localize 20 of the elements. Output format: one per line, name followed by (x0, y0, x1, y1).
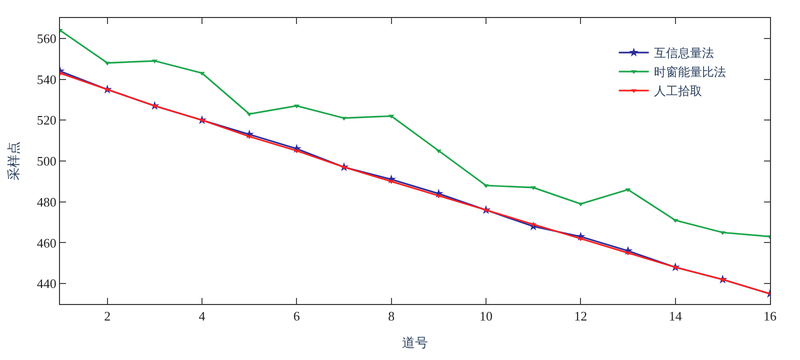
x-tick-label: 4 (198, 308, 206, 324)
x-tick-label: 6 (293, 308, 300, 324)
x-tick-label: 8 (388, 308, 395, 324)
y-tick-label: 520 (36, 112, 56, 128)
x-tick-label: 12 (574, 308, 588, 324)
legend-label: 时窗能量比法 (654, 65, 726, 80)
y-axis-title: 采样点 (6, 142, 22, 180)
x-tick-label: 10 (480, 308, 492, 324)
y-tick-label: 560 (36, 30, 56, 46)
y-tick-label: 460 (36, 235, 56, 250)
x-axis-title: 道号 (402, 336, 428, 352)
x-tick-label: 2 (104, 308, 111, 324)
x-tick-label: 16 (764, 308, 777, 324)
y-tick-label: 440 (36, 276, 56, 292)
legend-label: 人工拾取 (654, 84, 702, 98)
legend-label: 互信息量法 (654, 46, 714, 60)
x-tick-label: 14 (668, 308, 682, 324)
y-tick-label: 500 (36, 154, 56, 169)
y-tick-label: 480 (36, 194, 56, 210)
y-tick-label: 540 (36, 72, 56, 87)
